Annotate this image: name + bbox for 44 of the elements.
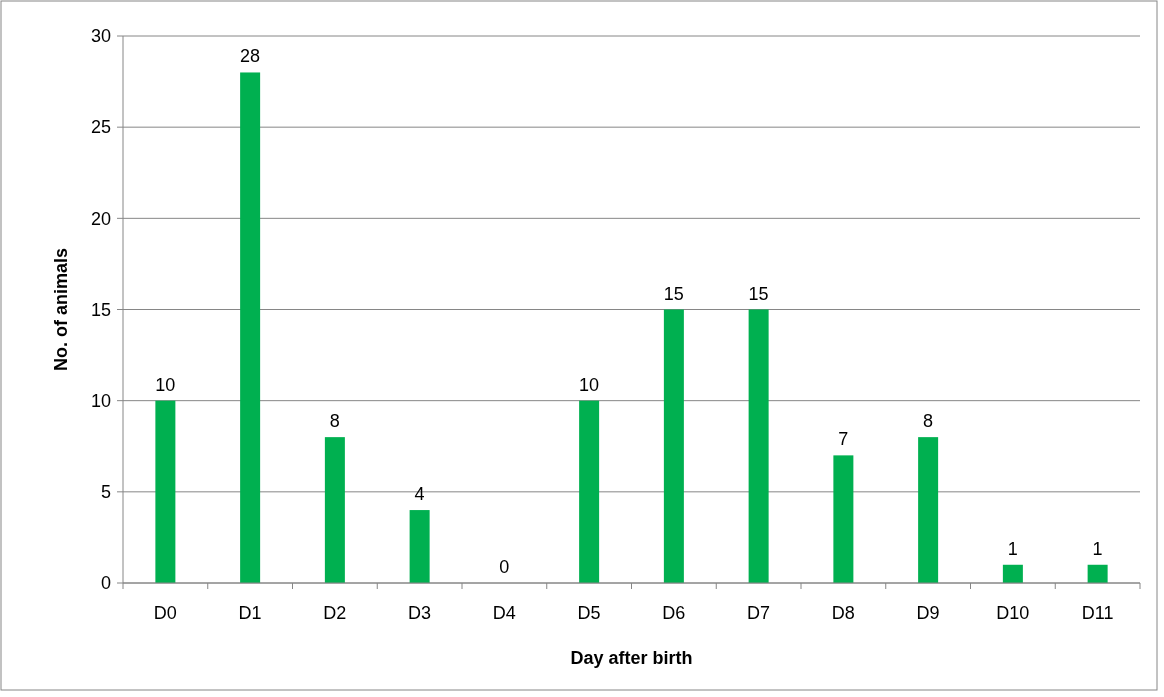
- x-tick-label: D1: [238, 603, 262, 623]
- bar: [1087, 564, 1108, 583]
- x-tick-label: D5: [577, 603, 601, 623]
- data-label: 10: [579, 374, 600, 395]
- x-tick-label: D9: [916, 603, 940, 623]
- y-tick-label: 30: [90, 26, 111, 47]
- x-tick-label: D7: [747, 603, 771, 623]
- y-tick-label: 0: [100, 573, 111, 594]
- bar: [409, 510, 430, 583]
- x-tick-label: D6: [662, 603, 686, 623]
- y-tick-label: 20: [90, 208, 111, 229]
- y-tick-label: 25: [90, 117, 111, 138]
- data-label: 0: [499, 557, 510, 577]
- bar: [155, 400, 176, 583]
- y-tick-label: 10: [90, 390, 111, 411]
- bar: [663, 309, 684, 583]
- data-label: 4: [414, 484, 425, 505]
- data-label: 15: [748, 283, 769, 304]
- x-tick-label: D0: [153, 603, 177, 623]
- bar: [1002, 564, 1023, 583]
- x-tick-label: D8: [831, 603, 855, 623]
- data-label: 8: [329, 411, 340, 432]
- x-tick-label: D2: [323, 603, 347, 623]
- x-tick-label: D10: [996, 603, 1030, 623]
- x-tick-label: D3: [408, 603, 432, 623]
- bar: [833, 455, 854, 583]
- x-tick-label: D11: [1081, 603, 1114, 623]
- x-tick-label: D4: [492, 603, 516, 623]
- y-tick-label: 15: [90, 299, 111, 320]
- bar: [324, 437, 345, 583]
- y-axis-title: No. of animals: [51, 247, 71, 372]
- bar: [240, 72, 261, 583]
- data-label: 15: [663, 283, 684, 304]
- data-label: 1: [1007, 538, 1018, 559]
- bar: [579, 400, 600, 583]
- bar: [918, 437, 939, 583]
- data-label: 1: [1092, 538, 1103, 559]
- data-label: 10: [155, 374, 176, 395]
- bar: [748, 309, 769, 583]
- x-axis-title: Day after birth: [570, 648, 693, 668]
- y-tick-label: 5: [100, 482, 111, 503]
- data-label: 8: [923, 411, 934, 432]
- data-label: 7: [838, 429, 849, 450]
- data-label: 28: [240, 46, 261, 67]
